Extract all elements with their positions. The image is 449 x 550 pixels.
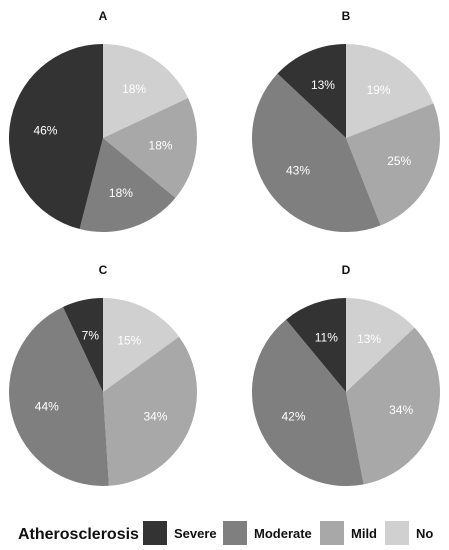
panel-b-label-moderate: 43%: [286, 164, 310, 178]
panel-a-label-no: 18%: [122, 82, 146, 96]
legend-swatch-no: [385, 521, 409, 545]
pie-panel-b: B 19% 25% 43% 13%: [252, 9, 440, 232]
legend-label-no: No: [416, 526, 433, 541]
panel-c-title: C: [99, 263, 108, 277]
panel-c-label-mild: 34%: [143, 410, 167, 424]
legend-label-severe: Severe: [174, 526, 217, 541]
pie-panel-d: D 13% 34% 42% 11%: [251, 263, 441, 487]
legend-swatch-mild: [320, 521, 344, 545]
panel-b-slice-mild: [346, 103, 440, 226]
panel-b-slice-moderate: [252, 73, 381, 232]
pie-panel-c: C 15% 34% 44% 7%: [9, 263, 197, 486]
panel-d-slices: 13% 34% 42% 11%: [251, 298, 441, 487]
panel-b-slice-severe: [277, 44, 346, 138]
panel-b-label-mild: 25%: [387, 154, 411, 168]
panel-a-slice-severe: [8, 44, 104, 230]
panel-d-slice-mild: [346, 327, 441, 485]
legend-label-mild: Mild: [351, 526, 377, 541]
panel-c-slice-severe: [62, 298, 103, 392]
panel-a-label-moderate: 18%: [109, 186, 133, 200]
panel-c-label-severe: 7%: [82, 328, 100, 342]
panel-d-label-no: 13%: [357, 332, 381, 346]
panel-a-title: A: [99, 9, 108, 23]
panel-a-slice-no: [103, 44, 189, 138]
panel-c-slice-no: [103, 298, 180, 392]
panel-a-label-mild: 18%: [149, 138, 173, 152]
panel-b-title: B: [342, 9, 351, 23]
panel-c-slices: 15% 34% 44% 7%: [9, 298, 197, 486]
panel-a-slices: 18% 18% 18% 46%: [8, 44, 197, 233]
panel-d-slice-no: [346, 298, 415, 392]
panel-a-slice-mild: [103, 97, 197, 198]
legend: Atherosclerosis Severe Moderate Mild No: [18, 521, 433, 545]
panel-d-label-mild: 34%: [389, 403, 413, 417]
panel-d-label-severe: 11%: [315, 330, 338, 344]
pie-panel-a: A 18% 18% 18% 46%: [8, 9, 197, 233]
legend-swatch-moderate: [223, 521, 247, 545]
panel-d-label-moderate: 42%: [282, 410, 306, 424]
panel-b-slices: 19% 25% 43% 13%: [252, 44, 440, 232]
panel-c-label-moderate: 44%: [35, 399, 59, 413]
legend-label-moderate: Moderate: [254, 526, 312, 541]
panel-d-slice-severe: [286, 298, 346, 392]
panel-c-slice-moderate: [9, 306, 109, 486]
panel-c-slice-mild: [103, 336, 197, 486]
panel-d-title: D: [342, 263, 351, 277]
panel-a-slice-moderate: [79, 138, 176, 233]
panel-a-label-severe: 46%: [33, 124, 57, 138]
panel-b-label-severe: 13%: [311, 78, 335, 92]
legend-swatch-severe: [143, 521, 167, 545]
panel-b-slice-no: [346, 44, 434, 138]
legend-title: Atherosclerosis: [18, 526, 139, 543]
panel-c-label-no: 15%: [117, 333, 141, 347]
panel-b-label-no: 19%: [367, 83, 391, 97]
panel-d-slice-moderate: [251, 319, 364, 487]
